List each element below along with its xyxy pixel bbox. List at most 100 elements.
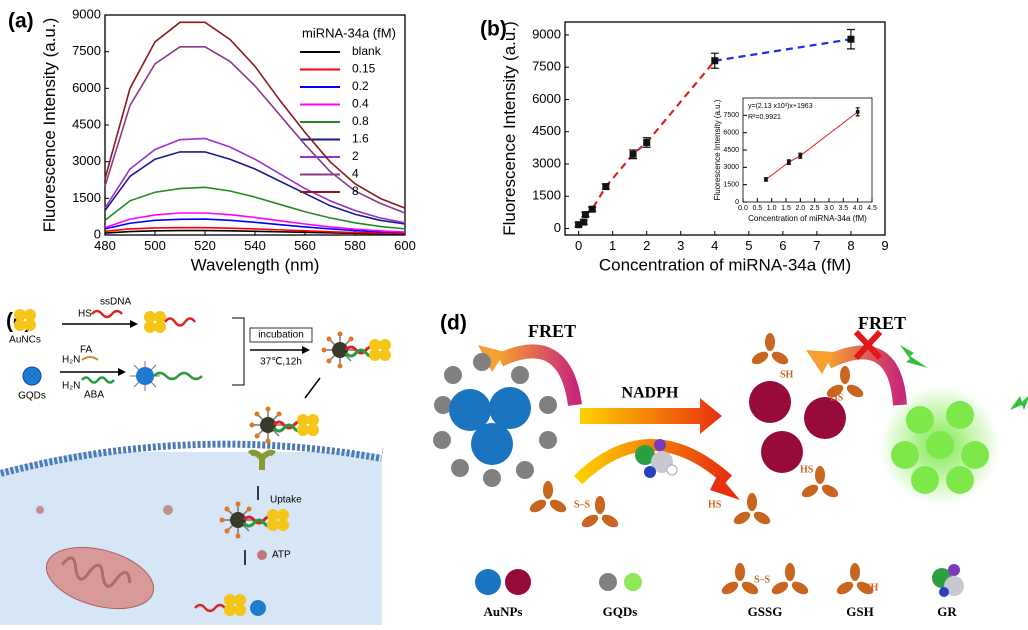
label: ssDNA — [100, 297, 131, 308]
spectrum — [104, 45, 406, 214]
glyph — [144, 311, 166, 333]
shape — [749, 381, 791, 423]
panel-d: FRET NADPH S–S HS SH HS HS FRET S–S SH A… — [433, 313, 1028, 619]
panel-label: (a) — [8, 10, 34, 33]
legend-label: 0.2 — [352, 79, 369, 93]
shape — [153, 371, 203, 381]
x-tick-label: 600 — [394, 238, 416, 253]
x-tick-label: 8 — [847, 238, 854, 253]
x-tick-label: 9 — [881, 238, 888, 253]
emission — [900, 345, 928, 368]
x-tick-label: 3.0 — [824, 205, 834, 212]
x-axis-label: Concentration of miRNA-34a (fM) — [599, 256, 851, 275]
label: 37℃,12h — [260, 357, 302, 368]
receptor — [247, 449, 277, 470]
y-tick-label: 0 — [735, 199, 739, 206]
y-tick-label: 3000 — [72, 153, 101, 168]
panel-label: (b) — [480, 18, 507, 41]
label: ATP — [272, 550, 291, 561]
y-tick-label: 3000 — [532, 155, 561, 170]
shape — [473, 353, 491, 371]
shape — [946, 466, 974, 494]
arrow — [304, 377, 321, 399]
shape — [939, 587, 949, 597]
x-tick-label: 2.5 — [810, 205, 820, 212]
point — [787, 160, 791, 164]
arrowhead — [478, 345, 505, 372]
outside — [0, 425, 382, 470]
legend-label: AuNPs — [483, 604, 522, 619]
x-axis-label: Wavelength (nm) — [191, 256, 320, 275]
y-tick-label: 7500 — [723, 112, 739, 119]
shape — [644, 466, 656, 478]
x-tick-label: 3.5 — [838, 205, 848, 212]
legend-label: 2 — [352, 149, 359, 163]
fret-arc — [497, 344, 582, 407]
ssdna — [194, 603, 226, 613]
panel-label: (d) — [440, 312, 467, 335]
annotation: y=(2.13 x10³)x+1963 — [748, 103, 813, 110]
shape — [946, 401, 974, 429]
emission — [1010, 396, 1028, 410]
label: S–S — [574, 499, 591, 510]
label: AuNCs — [9, 335, 41, 346]
shape — [761, 431, 803, 473]
label: NADPH — [622, 385, 679, 402]
shape — [511, 366, 529, 384]
point — [855, 110, 860, 114]
label: FA — [80, 345, 93, 356]
x-tick-label: 1.0 — [767, 205, 777, 212]
label: H₂N — [62, 381, 80, 392]
shape — [654, 439, 666, 451]
point — [580, 218, 588, 226]
y-tick-label: 7500 — [532, 59, 561, 74]
shape — [449, 389, 491, 431]
spectrum — [104, 218, 406, 234]
point — [581, 211, 589, 219]
shape — [961, 441, 989, 469]
shape — [944, 576, 964, 596]
blocked-mark — [853, 329, 883, 361]
arrowhead — [130, 320, 138, 328]
x-tick-label: 1.5 — [781, 205, 791, 212]
shape — [804, 397, 846, 439]
legend-label: 4 — [352, 167, 359, 181]
legend-label: 8 — [352, 184, 359, 198]
y-tick-label: 1500 — [723, 182, 739, 189]
legend-label: 0.4 — [352, 97, 369, 111]
legend-label: GSH — [846, 604, 873, 619]
y-tick-label: 6000 — [532, 91, 561, 106]
y-tick-label: 0 — [94, 226, 101, 241]
x-tick-label: 1 — [609, 238, 616, 253]
y-tick-label: 6000 — [723, 130, 739, 137]
x-tick-label: 560 — [294, 238, 316, 253]
mitochondrion — [45, 546, 155, 610]
spectrum — [104, 186, 406, 230]
shape — [433, 431, 451, 449]
shape — [539, 396, 557, 414]
x-tick-label: 0.0 — [738, 205, 748, 212]
label: H₂N — [62, 355, 80, 366]
gqd-dots — [433, 353, 557, 487]
cytoplasm — [0, 452, 382, 625]
spectrum — [104, 137, 406, 224]
legend-label: 0.8 — [352, 114, 369, 128]
ssdna — [91, 309, 123, 319]
y-tick-label: 9000 — [72, 6, 101, 21]
legend-label: 0.15 — [352, 62, 376, 76]
arrowhead — [118, 368, 126, 376]
atp — [257, 550, 267, 560]
y-axis-label: Fluorescence Intensity (a.u.) — [500, 21, 519, 235]
membrane — [0, 433, 384, 477]
fa — [81, 356, 99, 361]
spectrum — [104, 21, 406, 209]
label: incubation — [258, 330, 304, 341]
y-tick-label: 4500 — [723, 147, 739, 154]
shape — [948, 564, 960, 576]
shape — [483, 469, 501, 487]
shape — [926, 431, 954, 459]
shape — [136, 367, 154, 385]
shape — [434, 396, 452, 414]
gr-molecule — [635, 439, 678, 478]
legend-label: 1.6 — [352, 132, 369, 146]
